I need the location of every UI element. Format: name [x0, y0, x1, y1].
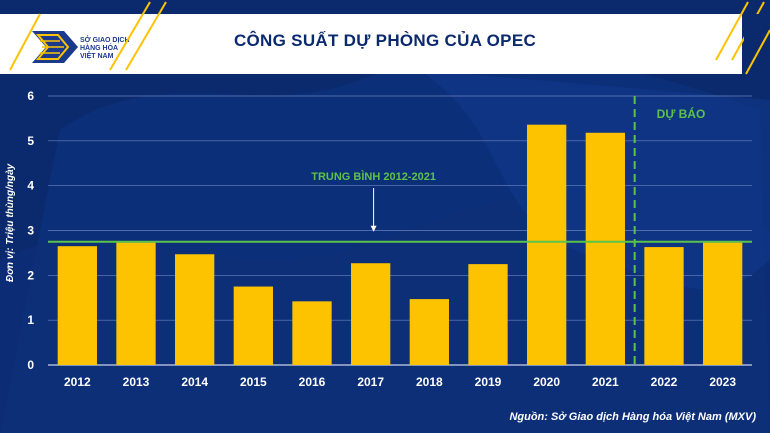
x-tick-label: 2021 [592, 375, 619, 389]
x-tick-label: 2020 [533, 375, 560, 389]
x-tick-label: 2013 [123, 375, 150, 389]
x-tick-label: 2014 [181, 375, 208, 389]
forecast-label: DỰ BÁO [657, 106, 706, 121]
average-label: TRUNG BÌNH 2012-2021 [311, 170, 436, 183]
logo-line: SỞ GIAO DỊCH [80, 37, 130, 44]
y-tick-label: 6 [27, 89, 34, 103]
x-tick-label: 2012 [64, 375, 91, 389]
average-arrow-head [370, 225, 377, 232]
bar-2021 [585, 132, 625, 365]
bar-2020 [527, 124, 567, 366]
bar-2019 [468, 264, 508, 365]
bar-2013 [116, 242, 156, 365]
x-tick-label: 2017 [357, 375, 384, 389]
bar-2012 [57, 246, 97, 365]
page-title: CÔNG SUẤT DỰ PHÒNG CỦA OPEC [233, 31, 537, 50]
y-tick-label: 2 [27, 268, 34, 282]
bar-2014 [175, 254, 215, 365]
x-tick-label: 2015 [240, 375, 267, 389]
bar-2022 [644, 247, 684, 365]
x-tick-label: 2019 [475, 375, 502, 389]
y-tick-label: 3 [27, 224, 34, 238]
x-tick-label: 2022 [651, 375, 678, 389]
x-tick-label: 2016 [299, 375, 326, 389]
logo-text: SỞ GIAO DỊCH HÀNG HÓA VIỆT NAM [80, 37, 144, 61]
bar-2016 [292, 301, 332, 365]
mxv-logo [32, 31, 78, 63]
y-tick-label: 1 [27, 313, 34, 327]
y-tick-label: 5 [27, 134, 34, 148]
y-tick-label: 4 [27, 179, 34, 193]
bar-2018 [409, 299, 449, 365]
bar-2023 [703, 242, 743, 365]
x-tick-label: 2018 [416, 375, 443, 389]
x-tick-label: 2023 [709, 375, 736, 389]
logo-line: VIỆT NAM [80, 53, 114, 60]
bar-2017 [351, 263, 391, 365]
bar-2015 [233, 286, 273, 365]
y-tick-label: 0 [27, 358, 34, 372]
y-axis-label: Đơn vị: Triệu thùng/ngày [5, 163, 16, 282]
source-note: Nguồn: Sở Giao dịch Hàng hóa Việt Nam (M… [509, 411, 756, 423]
logo-line: HÀNG HÓA [80, 45, 119, 52]
